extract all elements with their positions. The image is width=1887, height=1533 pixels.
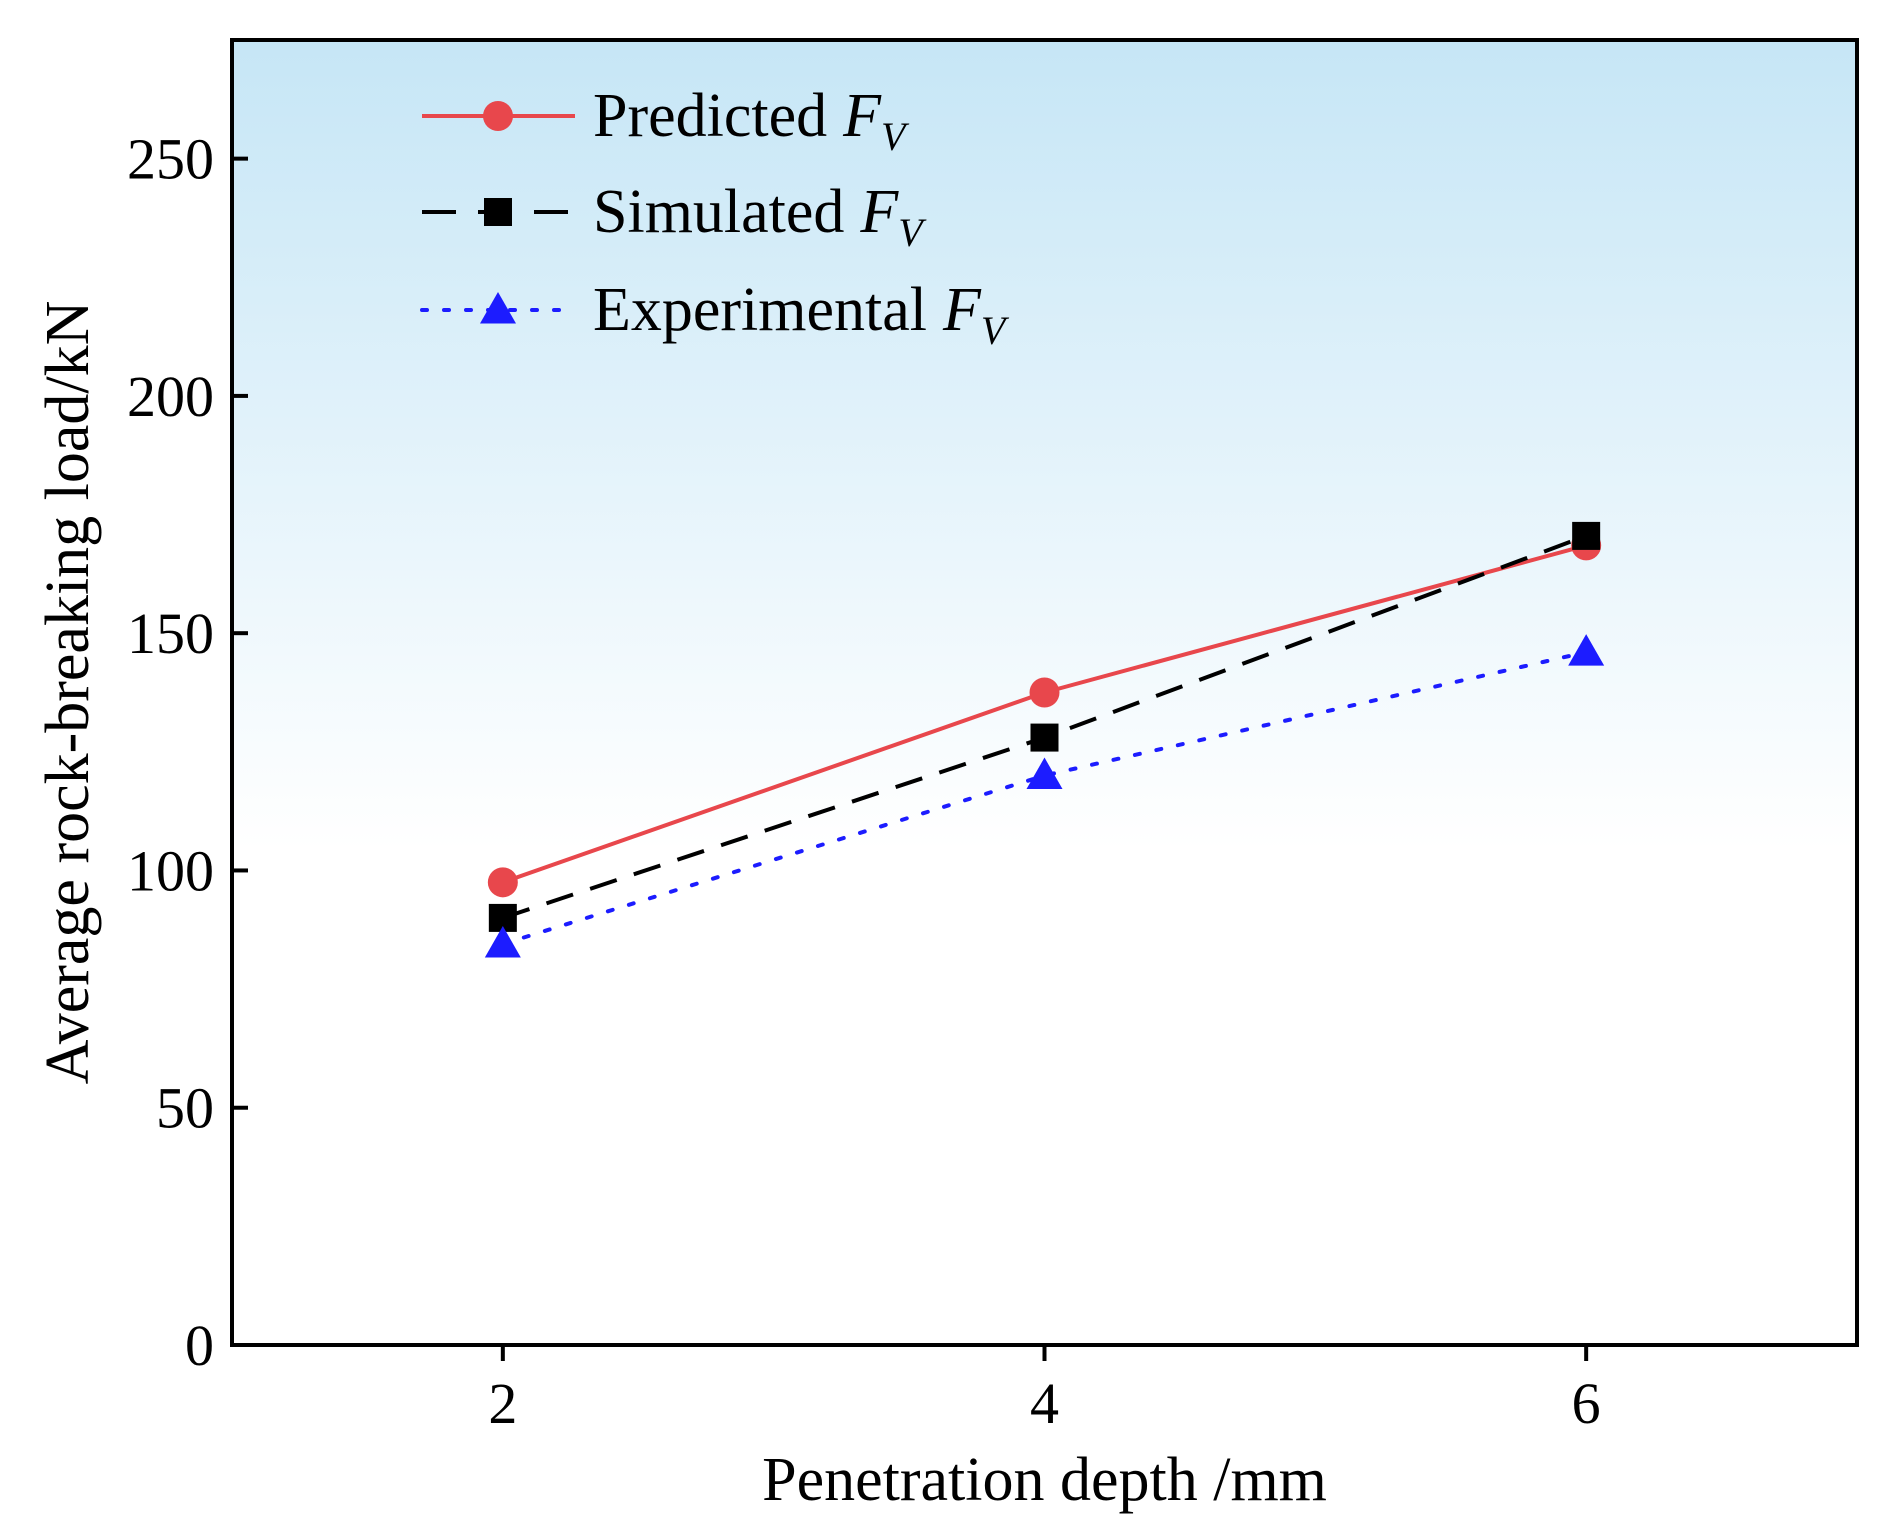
- y-tick-label: 250: [127, 127, 214, 192]
- legend-marker-predicted: [483, 101, 513, 131]
- data-point-predicted: [1029, 677, 1060, 708]
- series-experimental: [484, 634, 1605, 958]
- y-tick-label: 150: [127, 601, 214, 666]
- x-tick-label: 2: [488, 1371, 517, 1436]
- series-layer: [484, 521, 1605, 958]
- y-tick-label: 200: [127, 364, 214, 429]
- x-tick-label: 6: [1572, 1371, 1601, 1436]
- legend-marker-experimental: [480, 292, 516, 324]
- y-axis: 0 50 100 150 200 250: [127, 127, 248, 1378]
- legend: Predicted FV Simulated FV Experimental FV: [420, 82, 1010, 353]
- legend-item-experimental: Experimental FV: [420, 276, 1010, 353]
- legend-label-simulated: Simulated FV: [593, 178, 927, 255]
- series-predicted: [487, 530, 1602, 898]
- legend-item-predicted: Predicted FV: [422, 82, 910, 159]
- x-tick-label: 4: [1030, 1371, 1059, 1436]
- legend-marker-simulated: [484, 198, 512, 226]
- data-point-experimental: [484, 926, 521, 958]
- x-axis: 2 4 6: [488, 1345, 1601, 1436]
- data-point-experimental: [1568, 634, 1605, 666]
- legend-label-experimental: Experimental FV: [593, 276, 1010, 353]
- x-axis-title: Penetration depth /mm: [762, 1446, 1327, 1514]
- series-simulated: [488, 521, 1601, 932]
- legend-item-simulated: Simulated FV: [422, 178, 927, 255]
- data-point-simulated: [1030, 723, 1059, 752]
- data-point-experimental: [1026, 757, 1063, 790]
- y-axis-title: Average rock-breaking load/kN: [34, 301, 102, 1085]
- y-tick-label: 100: [127, 838, 214, 903]
- y-tick-label: 50: [156, 1076, 214, 1141]
- data-point-predicted: [487, 867, 518, 898]
- y-tick-label: 0: [185, 1313, 214, 1378]
- legend-label-predicted: Predicted FV: [593, 82, 910, 159]
- data-point-simulated: [1572, 521, 1601, 550]
